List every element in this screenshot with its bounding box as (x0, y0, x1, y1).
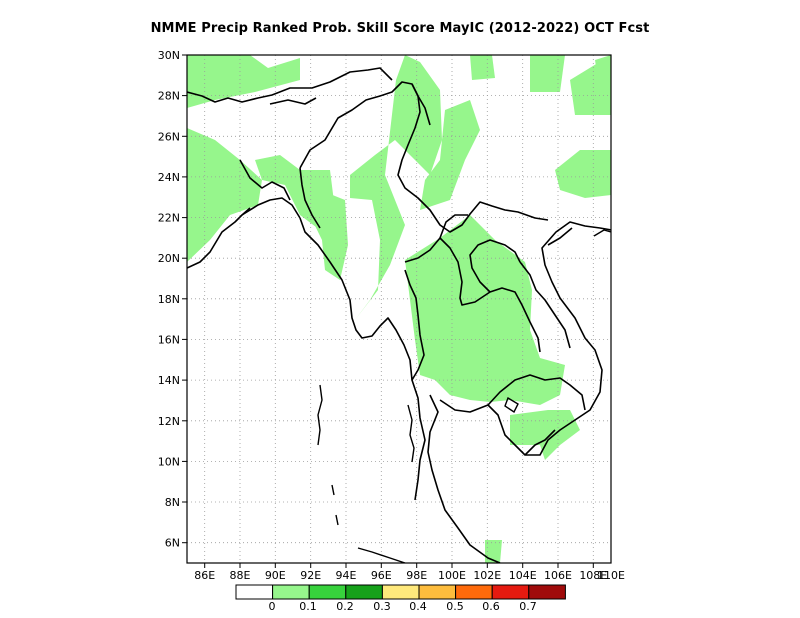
y-tick-label: 8N (165, 496, 180, 509)
y-tick-label: 20N (158, 252, 180, 265)
colorbar-box (345, 584, 383, 600)
x-tick-label: 98E (406, 569, 427, 582)
skill-area-east-mid (555, 150, 611, 198)
colorbar-label: 0.4 (409, 600, 427, 613)
colorbar-box (528, 584, 566, 600)
border-thai-myanmar-south (404, 269, 425, 381)
colorbar-box (491, 584, 530, 600)
islands (317, 229, 611, 563)
bangladesh-delta (241, 197, 301, 219)
x-tick-label: 108E (579, 569, 607, 582)
myanmar-coast (299, 217, 426, 501)
colorbar-box (455, 584, 493, 600)
colorbar-label: 0.5 (446, 600, 464, 613)
x-tick-label: 94E (336, 569, 357, 582)
border-myanmar-thailand (404, 237, 541, 353)
x-axis-ticks (204, 563, 594, 568)
border-bhutan (269, 97, 317, 105)
skill-area-yunnan (420, 100, 480, 210)
y-tick-label: 14N (158, 374, 180, 387)
y-tick-label: 12N (158, 415, 180, 428)
skill-area-northeast-ext (595, 55, 611, 92)
china-coast (547, 227, 573, 246)
border-india-nepal (187, 67, 393, 103)
tibet-border-east (417, 95, 431, 126)
colorbar-label: 0.7 (519, 600, 537, 613)
colorbar-box (381, 584, 420, 600)
skill-area-nw (187, 55, 300, 108)
skill-area-thailand (405, 215, 565, 405)
y-tick-label: 30N (158, 49, 180, 62)
y-axis-ticks (182, 54, 187, 544)
y-tick-label: 6N (165, 537, 180, 550)
x-tick-label: 110E (597, 569, 625, 582)
gulf-thailand-coast (439, 221, 611, 456)
skill-area-arakan (300, 190, 348, 280)
y-tick-label: 24N (158, 171, 180, 184)
y-tick-label: 16N (158, 333, 180, 346)
andaman-islands (317, 384, 323, 446)
border-india-myanmar (299, 81, 419, 169)
skill-area-south (485, 540, 502, 563)
x-tick-label: 100E (438, 569, 466, 582)
sumatra-tip (357, 547, 406, 563)
hainan (593, 229, 611, 237)
nicobar-islands (331, 484, 339, 526)
y-tick-label: 28N (158, 90, 180, 103)
colorbar-labels: 0 0.1 0.2 0.3 0.4 0.5 0.6 0.7 (269, 600, 537, 613)
map-frame (186, 54, 612, 564)
border-laos-thailand (469, 239, 521, 293)
border-cambodia (487, 374, 586, 411)
colorbar-label: 0.6 (482, 600, 500, 613)
tonle-sap (504, 396, 519, 414)
andaman-sea-coast (427, 394, 501, 563)
yunnan-border (439, 214, 468, 239)
skill-area-ne-corner (530, 55, 565, 92)
skill-area-north-myanmar (350, 55, 442, 320)
colorbar-box (308, 584, 347, 600)
y-tick-label: 10N (158, 455, 180, 468)
colorbar: 0 0.1 0.2 0.3 0.4 0.5 0.6 0.7 (235, 584, 566, 613)
y-tick-label: 22N (158, 212, 180, 225)
colorbar-box (235, 584, 274, 600)
skill-area-ne-patch (470, 55, 495, 80)
border-laos-vietnam (519, 261, 571, 349)
border-bangladesh-myanmar (299, 167, 321, 229)
x-tick-label: 90E (265, 569, 286, 582)
x-tick-label: 106E (544, 569, 572, 582)
colorbar-boxes (235, 584, 566, 600)
colorbar-box (418, 584, 457, 600)
colorbar-label: 0 (269, 600, 276, 613)
x-tick-label: 96E (371, 569, 392, 582)
colorbar-label: 0.2 (336, 600, 354, 613)
colorbar-label: 0.3 (373, 600, 391, 613)
coastlines-and-borders (187, 67, 611, 563)
x-tick-label: 86E (194, 569, 215, 582)
border-india-bangladesh (239, 159, 291, 201)
x-axis-labels: 86E 88E 90E 92E 94E 96E 98E 100E 102E 10… (194, 569, 625, 582)
colorbar-box (272, 584, 310, 600)
x-tick-label: 88E (230, 569, 251, 582)
mergui-archipelago (407, 404, 415, 463)
chart-title: NMME Precip Ranked Prob. Skill Score May… (150, 21, 650, 36)
skill-area-west (187, 128, 262, 262)
y-tick-label: 26N (158, 130, 180, 143)
x-tick-label: 92E (300, 569, 321, 582)
y-axis-labels: 6N 8N 10N 12N 14N 16N 18N 20N 22N 24N 26… (158, 49, 180, 550)
x-tick-label: 102E (473, 569, 501, 582)
y-tick-label: 18N (158, 293, 180, 306)
border-cambodia-south (524, 429, 556, 456)
border-myanmar-china (397, 83, 549, 233)
colorbar-label: 0.1 (299, 600, 317, 613)
skill-area-cambodia (510, 410, 580, 460)
skill-fill-layer (187, 55, 611, 563)
x-tick-label: 104E (509, 569, 537, 582)
